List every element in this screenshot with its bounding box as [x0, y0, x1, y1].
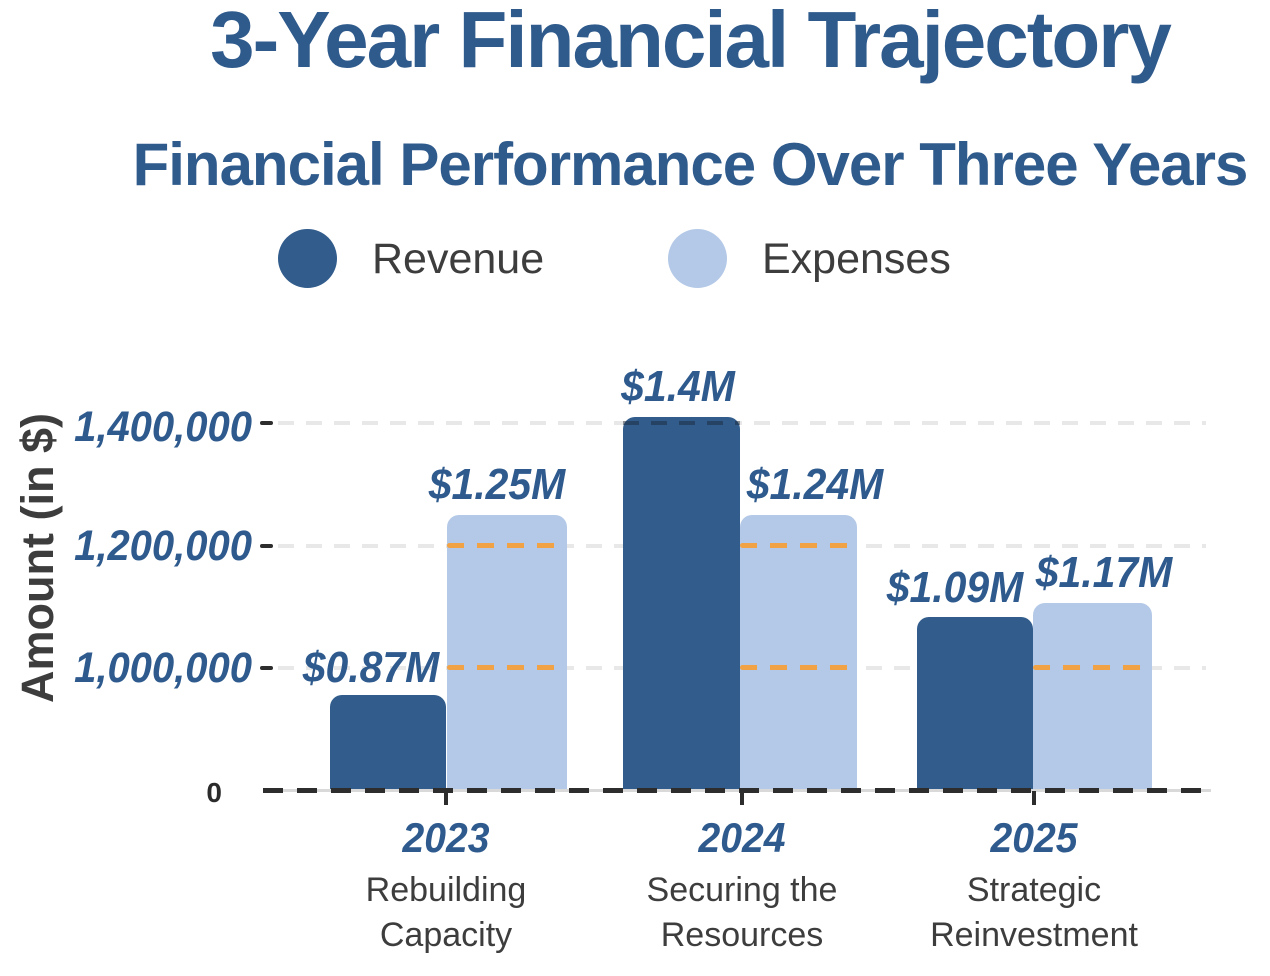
legend-expenses-swatch-icon — [668, 229, 727, 288]
bar-2023-expenses — [447, 515, 567, 790]
data-label-2023-revenue: $0.87M — [302, 643, 440, 692]
data-label-2025-expenses: $1.17M — [1035, 548, 1173, 597]
orange-gridline-2023-expenses-1000000 — [447, 665, 567, 670]
y-tickmark-1000000 — [260, 666, 273, 670]
data-label-2024-expenses: $1.24M — [746, 460, 884, 509]
y-tick-1400000: 1,400,000 — [74, 403, 252, 451]
bar-2023-revenue — [330, 695, 446, 790]
orange-gridline-2025-expenses-1000000 — [1033, 665, 1152, 670]
x-label-year-2025: 2025 — [990, 814, 1078, 861]
x-label-theme-2023: Rebuilding Capacity — [365, 871, 527, 954]
x-axis-dashed-line — [263, 788, 1211, 793]
chart-title: Financial Performance Over Three Years — [132, 131, 1249, 198]
x-tickmark-2024 — [740, 791, 744, 805]
x-label-theme-2025: Strategic Reinvestment — [930, 871, 1138, 954]
orange-gridline-2023-expenses-1200000 — [447, 543, 567, 548]
x-label-year-2023: 2023 — [402, 814, 490, 861]
gridline-overlay-2024-revenue — [623, 421, 740, 425]
x-label-theme-2024: Securing the Resources — [646, 871, 838, 954]
bar-2025-revenue — [917, 617, 1033, 790]
legend-revenue-swatch-icon — [278, 229, 337, 288]
y-tickmark-1200000 — [260, 544, 273, 548]
x-tickmark-2023 — [444, 791, 448, 805]
data-label-2023-expenses: $1.25M — [428, 460, 566, 509]
page-title: 3-Year Financial Trajectory — [210, 0, 1172, 84]
y-tick-zero: 0 — [206, 777, 222, 808]
y-tick-1200000: 1,200,000 — [74, 522, 252, 570]
bar-2025-expenses — [1033, 603, 1152, 790]
y-tick-1000000: 1,000,000 — [74, 644, 252, 692]
legend-expenses-label: Expenses — [762, 235, 951, 283]
x-label-year-2024: 2024 — [698, 814, 786, 861]
data-label-2024-revenue: $1.4M — [621, 362, 735, 411]
x-tickmark-2025 — [1032, 791, 1036, 805]
bar-2024-revenue — [623, 417, 740, 790]
legend-revenue-label: Revenue — [372, 235, 545, 283]
bar-2024-expenses — [740, 515, 857, 790]
data-label-2025-revenue: $1.09M — [886, 563, 1024, 612]
orange-gridline-2024-expenses-1000000 — [740, 665, 857, 670]
y-tickmark-1400000 — [260, 421, 273, 425]
gridline-1400000 — [278, 421, 1206, 425]
orange-gridline-2024-expenses-1200000 — [740, 543, 857, 548]
